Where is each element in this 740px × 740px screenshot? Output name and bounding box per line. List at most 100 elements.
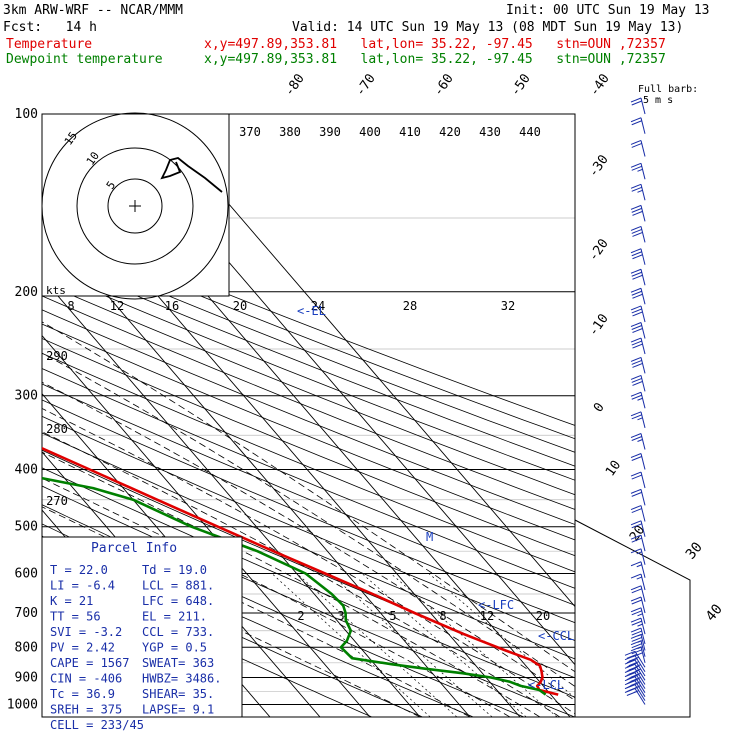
wind-barb-flag bbox=[628, 661, 639, 667]
wind-barb-flag bbox=[624, 659, 636, 665]
dry-adiabat bbox=[42, 399, 575, 624]
wind-barb bbox=[630, 183, 646, 201]
wind-barb-flag bbox=[631, 142, 642, 148]
mixing-ratio-line bbox=[428, 573, 575, 699]
wind-barb bbox=[630, 585, 646, 602]
moist-adiabat bbox=[42, 321, 575, 673]
model-name: 3km ARW-WRF -- NCAR/MMM bbox=[3, 3, 184, 18]
wind-barb-flag bbox=[631, 394, 642, 400]
wind-barb bbox=[630, 617, 646, 635]
mixing-ratio-label: 12 bbox=[480, 609, 494, 623]
wind-barb-flag bbox=[631, 630, 642, 636]
isotherm-label: -50 bbox=[508, 71, 534, 99]
wind-barb-flag bbox=[632, 343, 643, 349]
parcel-value-right: LFC = 648. bbox=[142, 594, 214, 608]
wind-barb bbox=[630, 488, 646, 506]
parcel-value-left: K = 21 bbox=[50, 594, 93, 608]
parcel-value-left: CELL = 233/45 bbox=[50, 718, 144, 732]
isotherm bbox=[42, 276, 421, 717]
wind-barb-staff bbox=[640, 640, 646, 657]
isotherm-label: 20 bbox=[627, 523, 648, 544]
wind-barb-legend: 5 m s bbox=[643, 95, 673, 106]
dry-adiabat bbox=[42, 309, 575, 525]
theta-label: 270 bbox=[46, 494, 68, 508]
wind-barb-staff bbox=[640, 392, 646, 409]
wind-barb-flag bbox=[628, 656, 639, 662]
pressure-tick-label: 400 bbox=[15, 463, 38, 478]
isotherm-label: -10 bbox=[586, 311, 612, 339]
wind-barb-flag bbox=[632, 274, 643, 280]
wind-barb bbox=[630, 534, 646, 552]
moist-adiabat bbox=[42, 381, 575, 701]
wind-barb-flag bbox=[637, 646, 643, 650]
wind-barb-flag bbox=[630, 677, 641, 682]
wind-barb-flag bbox=[630, 433, 642, 438]
isotherm-label: 40 bbox=[703, 601, 726, 624]
temperature-legend: Temperature bbox=[6, 37, 93, 52]
wind-barb-flag bbox=[631, 491, 642, 497]
wind-barb-flag bbox=[630, 607, 642, 613]
wind-barb bbox=[630, 322, 646, 339]
wind-barb-flag bbox=[637, 439, 643, 442]
wind-barb bbox=[630, 548, 646, 565]
parcel-value-left: LI = -6.4 bbox=[50, 579, 115, 593]
wind-barb-flag bbox=[630, 617, 642, 623]
wind-barb-flag bbox=[630, 548, 642, 554]
parcel-value-right: YGP = 0.5 bbox=[142, 641, 207, 655]
dry-adiabat bbox=[42, 323, 575, 541]
wind-barb-staff bbox=[640, 433, 646, 450]
wind-barb-flag bbox=[630, 162, 642, 168]
wind-barb-staff bbox=[640, 627, 646, 645]
dry-adiabat bbox=[42, 338, 575, 557]
wind-barb-flag bbox=[631, 165, 642, 171]
wind-barb-staff bbox=[640, 505, 646, 522]
parcel-value-right: HWBZ= 3486. bbox=[142, 672, 221, 686]
wind-barbs: Full barb:5 m s bbox=[624, 84, 698, 705]
wind-barb-staff bbox=[640, 97, 646, 115]
wind-barb-legend: Full barb: bbox=[638, 84, 698, 95]
wind-barb-staff bbox=[640, 561, 646, 578]
parcel-value-left: TT = 56 bbox=[50, 610, 101, 624]
isotherm-label: 0 bbox=[591, 400, 608, 415]
pressure-tick-label: 300 bbox=[15, 389, 38, 404]
wind-barb-flag bbox=[630, 585, 642, 591]
wind-barb bbox=[630, 287, 646, 305]
wind-barb-staff bbox=[640, 269, 646, 286]
parcel-info-panel: Parcel Info T = 22.0 Td = 19.0 LI = -6.4 LCL… bbox=[41, 536, 243, 732]
wind-barb-flag bbox=[635, 668, 641, 672]
wind-barb bbox=[630, 225, 646, 243]
wind-barb-flag bbox=[630, 596, 642, 602]
wind-barb-flag bbox=[630, 305, 642, 311]
wind-barb-flag bbox=[632, 380, 643, 386]
wind-barb-flag bbox=[626, 658, 638, 664]
isotherm-label: -80 bbox=[282, 71, 308, 99]
parcel-value-right: Td = 19.0 bbox=[142, 563, 207, 577]
theta-label: 370 bbox=[239, 125, 261, 139]
wind-barb-staff bbox=[640, 535, 646, 552]
hodograph-ring-label: 15 bbox=[62, 129, 80, 147]
wind-barb-flag bbox=[630, 505, 642, 511]
dry-adiabat bbox=[42, 255, 575, 467]
wind-barb-flag bbox=[630, 471, 642, 477]
dry-adiabat bbox=[42, 432, 575, 660]
wind-barb-flag bbox=[630, 268, 642, 274]
parcel-value-right: CCL = 733. bbox=[142, 625, 214, 639]
theta-label: 280 bbox=[46, 422, 68, 436]
parcel-panel-box bbox=[41, 536, 243, 718]
pressure-tick-label: 1000 bbox=[7, 697, 38, 712]
wind-barb-flag bbox=[631, 251, 642, 257]
ccl-marker: <-CCL bbox=[538, 629, 574, 643]
dry-adiabat bbox=[42, 368, 575, 589]
wind-barb-flag bbox=[637, 639, 643, 643]
wind-barb-staff bbox=[640, 322, 646, 339]
wind-barb-staff bbox=[640, 585, 646, 602]
dry-adiabat bbox=[42, 563, 372, 717]
wind-barb-flag bbox=[637, 417, 643, 421]
wind-barb-flag bbox=[630, 672, 641, 678]
wind-barb bbox=[630, 374, 646, 392]
wind-barb bbox=[630, 596, 646, 614]
wind-barb-flag bbox=[631, 100, 642, 106]
parcel-value-left: SREH = 375 bbox=[50, 703, 122, 717]
